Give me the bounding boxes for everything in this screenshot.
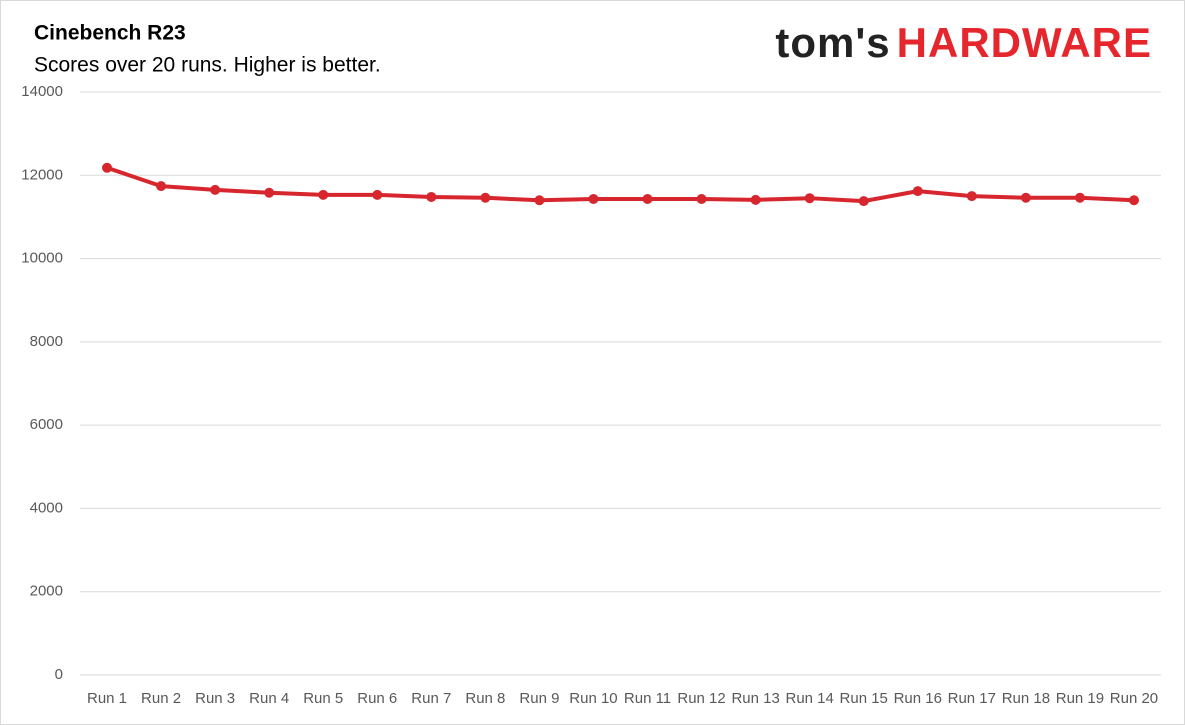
logo: tom's HARDWARE <box>775 19 1152 66</box>
data-point <box>912 186 923 197</box>
chart-subtitle: Scores over 20 runs. Higher is better. <box>34 54 381 77</box>
y-tick-label: 2000 <box>30 583 63 600</box>
x-tick-label: Run 20 <box>1110 690 1158 707</box>
data-point <box>102 162 113 173</box>
x-tick-label: Run 3 <box>195 690 235 707</box>
x-tick-label: Run 11 <box>624 690 671 707</box>
x-tick-label: Run 1 <box>87 690 127 707</box>
y-tick-label: 10000 <box>21 250 63 267</box>
x-tick-label: Run 9 <box>519 690 559 707</box>
data-point <box>480 192 491 203</box>
data-point <box>210 184 221 195</box>
data-point <box>1020 192 1031 203</box>
y-tick-label: 4000 <box>30 499 63 516</box>
data-point <box>264 187 275 198</box>
data-point <box>156 181 167 192</box>
data-point <box>750 194 761 205</box>
x-tick-label: Run 4 <box>249 690 289 707</box>
y-tick-label: 14000 <box>21 83 63 100</box>
x-tick-label: Run 16 <box>894 690 942 707</box>
x-tick-label: Run 12 <box>677 690 725 707</box>
x-tick-label: Run 5 <box>303 690 343 707</box>
x-tick-label: Run 14 <box>785 690 833 707</box>
data-point <box>696 194 707 205</box>
x-tick-label: Run 13 <box>731 690 779 707</box>
logo-prefix: tom's <box>775 19 890 66</box>
data-point <box>426 191 437 202</box>
x-tick-label: Run 8 <box>465 690 505 707</box>
data-point <box>588 194 599 205</box>
logo-name: HARDWARE <box>897 19 1152 66</box>
x-tick-label: Run 18 <box>1002 690 1050 707</box>
x-tick-label: Run 10 <box>569 690 617 707</box>
x-tick-label: Run 19 <box>1056 690 1104 707</box>
data-point <box>534 195 545 206</box>
y-tick-label: 8000 <box>30 333 63 350</box>
x-tick-label: Run 7 <box>411 690 451 707</box>
x-tick-label: Run 2 <box>141 690 181 707</box>
data-point <box>858 196 869 207</box>
data-point <box>642 194 653 205</box>
x-tick-label: Run 15 <box>840 690 888 707</box>
y-tick-label: 12000 <box>21 166 63 183</box>
data-point <box>1128 195 1139 206</box>
data-point <box>966 191 977 202</box>
x-tick-label: Run 17 <box>948 690 996 707</box>
chart-title: Cinebench R23 <box>34 22 186 45</box>
y-tick-label: 6000 <box>30 416 63 433</box>
data-point <box>372 189 383 200</box>
x-tick-label: Run 6 <box>357 690 397 707</box>
series-line <box>106 165 1135 204</box>
data-point <box>804 193 815 204</box>
y-tick-label: 0 <box>55 666 63 683</box>
data-point <box>318 189 329 200</box>
data-point <box>1074 192 1085 203</box>
